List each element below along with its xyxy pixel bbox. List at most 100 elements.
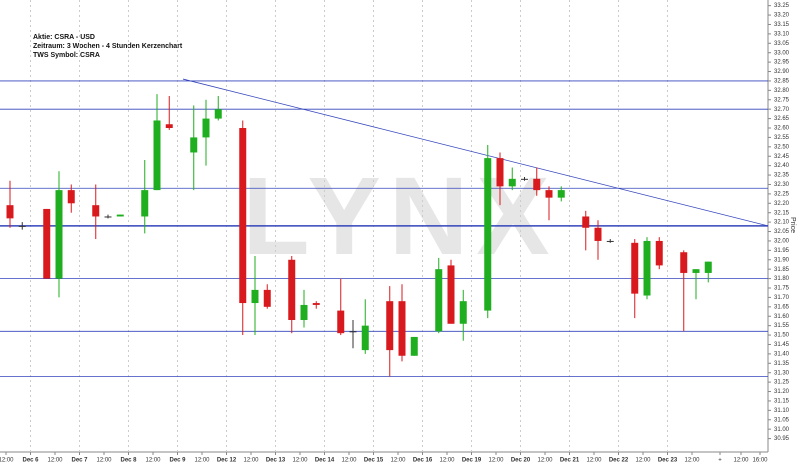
candle-body bbox=[141, 190, 149, 217]
trendline bbox=[182, 78, 769, 227]
y-tick-label: 31.55 bbox=[774, 323, 790, 329]
candle-body bbox=[680, 252, 688, 273]
y-tick-label: 31.85 bbox=[774, 267, 790, 273]
y-tick-label: 32.70 bbox=[774, 107, 790, 113]
x-tick-label: 12:00 bbox=[145, 458, 161, 464]
x-tick-label: Dec 12 bbox=[217, 458, 237, 464]
candle-body bbox=[361, 325, 369, 351]
candle-body bbox=[508, 178, 516, 187]
x-tick-label: + bbox=[718, 458, 722, 464]
candle-body bbox=[6, 205, 14, 219]
candle-body bbox=[533, 178, 541, 191]
candle-body bbox=[447, 265, 455, 324]
watermark: LYNX bbox=[242, 155, 557, 278]
candle-body bbox=[643, 240, 651, 296]
y-tick-label: 32.80 bbox=[774, 88, 790, 94]
y-tick-label: 31.70 bbox=[774, 295, 790, 301]
y-tick-label: 31.35 bbox=[774, 361, 790, 367]
candle-body bbox=[92, 205, 100, 217]
x-tick-label: Dec 21 bbox=[560, 458, 580, 464]
y-tick-label: 31.60 bbox=[774, 314, 790, 320]
x-tick-label: 12:00 bbox=[194, 458, 210, 464]
candle-body bbox=[435, 269, 443, 332]
y-tick-label: 31.30 bbox=[774, 370, 790, 376]
y-tick-label: 32.00 bbox=[774, 239, 790, 245]
candle-body bbox=[165, 124, 173, 128]
candle-body bbox=[398, 301, 406, 356]
candle-body bbox=[484, 158, 492, 311]
y-tick-label: 32.85 bbox=[774, 79, 790, 85]
y-tick-label: 32.45 bbox=[774, 154, 790, 160]
y-tick-label: 32.40 bbox=[774, 163, 790, 169]
annotation: Zeitraum: 3 Wochen - 4 Stunden Kerzencha… bbox=[33, 43, 183, 50]
y-axis-label: Price bbox=[789, 217, 796, 233]
candle-body bbox=[496, 158, 504, 187]
candle-body bbox=[386, 301, 394, 351]
candle-body bbox=[704, 261, 712, 273]
x-tick-label: Dec 14 bbox=[315, 458, 335, 464]
y-tick-label: 32.25 bbox=[774, 191, 790, 197]
x-tick-label: Dec 15 bbox=[364, 458, 384, 464]
y-tick-label: 31.95 bbox=[774, 248, 790, 254]
candle-body bbox=[545, 190, 553, 198]
x-tick-label: Dec 19 bbox=[462, 458, 482, 464]
y-tick-label: 31.05 bbox=[774, 417, 790, 423]
candle-body bbox=[594, 227, 602, 241]
candle-body bbox=[18, 225, 26, 227]
y-tick-label: 32.15 bbox=[774, 210, 790, 216]
candle-body bbox=[582, 216, 590, 228]
x-tick-label: 12:00 bbox=[733, 458, 749, 464]
x-tick-label: 12:00 bbox=[586, 458, 602, 464]
y-tick-label: 31.75 bbox=[774, 286, 790, 292]
candle-body bbox=[349, 331, 357, 333]
y-tick-label: 31.90 bbox=[774, 257, 790, 263]
y-tick-label: 32.50 bbox=[774, 144, 790, 150]
y-tick-label: 31.00 bbox=[774, 427, 790, 433]
candle-body bbox=[55, 190, 63, 279]
candle-body bbox=[337, 310, 345, 334]
candle-body bbox=[300, 304, 308, 320]
candle-body bbox=[263, 289, 271, 307]
x-tick-label: Dec 13 bbox=[266, 458, 286, 464]
x-tick-label: 12:00 bbox=[96, 458, 112, 464]
y-tick-label: 33.20 bbox=[774, 13, 790, 19]
y-tick-label: 31.25 bbox=[774, 380, 790, 386]
y-tick-label: 32.60 bbox=[774, 126, 790, 132]
x-tick-label: Dec 9 bbox=[169, 458, 186, 464]
x-tick-label: 12:00 bbox=[243, 458, 259, 464]
y-tick-label: 31.45 bbox=[774, 342, 790, 348]
candle-body bbox=[214, 109, 222, 119]
candle-body bbox=[239, 128, 247, 304]
y-tick-label: 31.40 bbox=[774, 351, 790, 357]
y-tick-label: 32.10 bbox=[774, 220, 790, 226]
candle-body bbox=[459, 301, 467, 324]
x-tick-label: Dec 22 bbox=[609, 458, 629, 464]
x-tick-label: 12:00 bbox=[0, 458, 14, 464]
x-tick-label: 12:00 bbox=[537, 458, 553, 464]
x-tick-label: Dec 7 bbox=[71, 458, 88, 464]
candle-body bbox=[251, 289, 259, 304]
candle-body bbox=[606, 240, 614, 242]
y-tick-label: 32.95 bbox=[774, 60, 790, 66]
y-tick-label: 32.75 bbox=[774, 97, 790, 103]
x-tick-label: Dec 20 bbox=[511, 458, 531, 464]
x-tick-label: 12:00 bbox=[635, 458, 651, 464]
candle-body bbox=[655, 240, 663, 266]
y-tick-label: 31.80 bbox=[774, 276, 790, 282]
x-tick-label: Dec 23 bbox=[658, 458, 678, 464]
y-tick-label: 31.50 bbox=[774, 333, 790, 339]
candle-body bbox=[631, 242, 639, 294]
candle-body bbox=[557, 190, 565, 198]
x-tick-label: 12:00 bbox=[390, 458, 406, 464]
x-tick-label: 12:00 bbox=[341, 458, 357, 464]
y-tick-label: 32.55 bbox=[774, 135, 790, 141]
annotation: TWS Symbol: CSRA bbox=[33, 52, 100, 59]
y-tick-label: 30.95 bbox=[774, 436, 790, 442]
candle-body bbox=[288, 259, 296, 320]
candle-body bbox=[410, 336, 418, 356]
y-tick-label: 33.25 bbox=[774, 3, 790, 9]
y-tick-label: 33.10 bbox=[774, 31, 790, 37]
y-tick-label: 33.00 bbox=[774, 50, 790, 56]
y-tick-label: 33.15 bbox=[774, 22, 790, 28]
